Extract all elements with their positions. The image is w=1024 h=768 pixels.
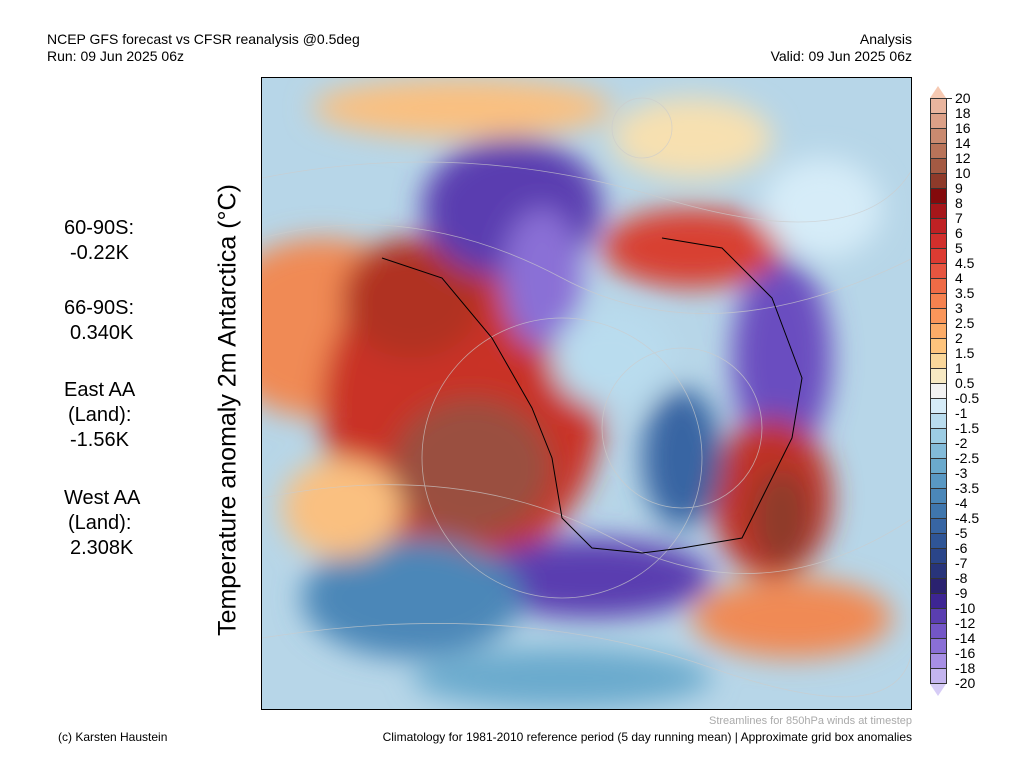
colorbar-tick-label: -1.5 — [955, 420, 980, 436]
colorbar-swatch — [930, 399, 947, 414]
colorbar-swatch — [930, 339, 947, 354]
stat-66-90s: 66-90S: 0.340K — [64, 297, 135, 344]
colorbar-tick-label: 8 — [955, 195, 963, 211]
colorbar-swatch — [930, 324, 947, 339]
colorbar-tick-label: 9 — [955, 180, 963, 196]
colorbar-swatch — [930, 384, 947, 399]
colorbar-tick-label: 2 — [955, 330, 963, 346]
colorbar-swatch — [930, 639, 947, 654]
colorbar-tick-label: -3 — [955, 465, 968, 481]
colorbar-tick-label: 20 — [955, 90, 971, 106]
colorbar-swatch — [930, 549, 947, 564]
colorbar-swatch — [930, 414, 947, 429]
chart-title: NCEP GFS forecast vs CFSR reanalysis @0.… — [47, 31, 360, 47]
colorbar-tick-label: -14 — [955, 630, 976, 646]
coastline — [381, 237, 803, 554]
colorbar-swatch — [930, 519, 947, 534]
colorbar-swatch — [930, 204, 947, 219]
colorbar-tick-label: 16 — [955, 120, 971, 136]
y-axis-label: Temperature anomaly 2m Antarctica (°C) — [213, 184, 242, 636]
colorbar-tick-label: -2.5 — [955, 450, 980, 466]
climatology-note: Climatology for 1981-2010 reference peri… — [382, 730, 912, 744]
colorbar-tick-label: -6 — [955, 540, 968, 556]
colorbar-swatch — [930, 249, 947, 264]
colorbar-tick-label: -2 — [955, 435, 968, 451]
anomaly-field — [262, 78, 911, 708]
colorbar-swatch — [930, 474, 947, 489]
colorbar-swatch — [930, 654, 947, 669]
colorbar-tick-label: 3.5 — [955, 285, 975, 301]
colorbar-swatch — [930, 144, 947, 159]
wind-streamlines — [262, 97, 911, 698]
colorbar-tick-label: 1 — [955, 360, 963, 376]
colorbar-tick-label: -9 — [955, 585, 968, 601]
colorbar-swatch — [930, 669, 947, 684]
colorbar-swatch — [930, 609, 947, 624]
colorbar-swatch — [930, 189, 947, 204]
colorbar-tick-label: 14 — [955, 135, 971, 151]
colorbar-tick-label: 3 — [955, 300, 963, 316]
colorbar-swatch — [930, 504, 947, 519]
credit: (c) Karsten Haustein — [58, 730, 168, 744]
colorbar-swatch — [930, 354, 947, 369]
colorbar-tick-label: -4.5 — [955, 510, 980, 526]
colorbar-tick-label: 2.5 — [955, 315, 975, 331]
colorbar-tick-label: -12 — [955, 615, 976, 631]
stat-60-90s: 60-90S: -0.22K — [64, 217, 135, 264]
colorbar-tick-label: 1.5 — [955, 345, 975, 361]
colorbar-tick-label: -1 — [955, 405, 968, 421]
colorbar-swatch — [930, 129, 947, 144]
colorbar-swatch — [930, 624, 947, 639]
colorbar-swatch — [930, 564, 947, 579]
anomaly-map — [261, 77, 912, 710]
colorbar-tick-label: 12 — [955, 150, 971, 166]
colorbar — [930, 86, 952, 696]
colorbar-tick-label: 7 — [955, 210, 963, 226]
colorbar-swatch — [930, 99, 947, 114]
colorbar-swatch — [930, 429, 947, 444]
colorbar-tick-label: 5 — [955, 240, 963, 256]
colorbar-tick-label: 6 — [955, 225, 963, 241]
colorbar-swatch — [930, 294, 947, 309]
colorbar-swatch — [930, 309, 947, 324]
mode-label: Analysis — [859, 31, 912, 47]
colorbar-swatch — [930, 579, 947, 594]
colorbar-tick-label: 18 — [955, 105, 971, 121]
colorbar-tick-label: 4 — [955, 270, 963, 286]
colorbar-swatch — [930, 459, 947, 474]
colorbar-tick-label: -0.5 — [955, 390, 980, 406]
colorbar-tick-label: -4 — [955, 495, 968, 511]
valid-time: Valid: 09 Jun 2025 06z — [770, 48, 912, 64]
run-time: Run: 09 Jun 2025 06z — [47, 48, 184, 64]
colorbar-swatch — [930, 174, 947, 189]
colorbar-tick-label: 0.5 — [955, 375, 975, 391]
colorbar-tick-label: -8 — [955, 570, 968, 586]
colorbar-swatch — [930, 594, 947, 609]
colorbar-top-triangle — [930, 86, 946, 98]
colorbar-tick-label: -18 — [955, 660, 976, 676]
colorbar-tick-label: -10 — [955, 600, 976, 616]
colorbar-swatch — [930, 219, 947, 234]
colorbar-swatch — [930, 114, 947, 129]
colorbar-tick-label: -16 — [955, 645, 976, 661]
stat-west-aa: West AA (Land): 2.308K — [64, 487, 141, 559]
colorbar-swatch — [930, 234, 947, 249]
stat-east-aa: East AA (Land): -1.56K — [64, 379, 136, 451]
colorbar-swatch — [930, 534, 947, 549]
colorbar-tick-label: -20 — [955, 675, 976, 691]
colorbar-swatch — [930, 444, 947, 459]
colorbar-swatch — [930, 264, 947, 279]
streamlines-note: Streamlines for 850hPa winds at timestep — [709, 715, 912, 727]
colorbar-tick-label: -3.5 — [955, 480, 980, 496]
colorbar-swatch — [930, 489, 947, 504]
colorbar-tick-label: 10 — [955, 165, 971, 181]
colorbar-swatch — [930, 369, 947, 384]
colorbar-swatch — [930, 279, 947, 294]
colorbar-tick-label: 4.5 — [955, 255, 975, 271]
colorbar-tick-label: -5 — [955, 525, 968, 541]
colorbar-bottom-triangle — [930, 684, 946, 696]
colorbar-tick-label: -7 — [955, 555, 968, 571]
colorbar-swatch — [930, 159, 947, 174]
